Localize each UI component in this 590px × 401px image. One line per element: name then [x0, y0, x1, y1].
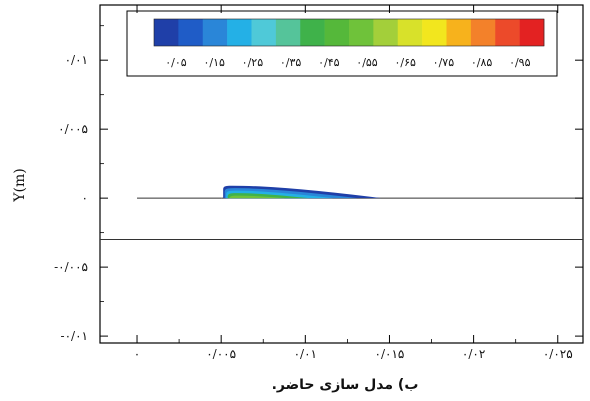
legend-label: ٠/٩۵ — [509, 56, 531, 69]
legend-label: ٠/۶۵ — [394, 56, 416, 69]
y-tick-label: -٠/٠١ — [61, 329, 88, 343]
legend-swatch — [495, 19, 520, 46]
x-tick-label: ٠ — [134, 347, 140, 361]
x-tick-label: ٠/٠١۵ — [375, 347, 405, 361]
legend-label: ٠/۴۵ — [318, 56, 340, 69]
plume-contour — [229, 195, 286, 199]
figure-caption: ب) مدل سازی حاضر. — [272, 377, 419, 393]
legend-swatch — [300, 19, 325, 46]
y-tick-label: ٠ — [82, 191, 88, 205]
plume — [223, 185, 382, 199]
x-tick-label: ٠/٠٢ — [462, 347, 485, 361]
legend: ٠/٠۵ ٠/١۵ ٠/٢۵ ٠/٣۵ ٠/۴۵ ٠/۵۵ ٠/۶۵ ٠/٧۵ ٠/٨۵ ٠/٩۵ — [126, 10, 558, 77]
legend-swatch — [227, 19, 252, 46]
y-tick-label: ٠/٠٠۵ — [58, 122, 88, 136]
legend-swatch — [519, 19, 545, 46]
legend-label: ٠/٣۵ — [280, 56, 302, 69]
y-ticks: -٠/٠١ -٠/٠٠۵ ٠ ٠/٠٠۵ ٠/٠١ — [54, 25, 583, 343]
legend-label: ٠/١۵ — [203, 56, 225, 69]
legend-swatch-border — [153, 18, 545, 47]
legend-swatch — [349, 19, 374, 46]
y-tick-label: -٠/٠٠۵ — [54, 260, 88, 274]
x-tick-label: ٠/٠٠۵ — [206, 347, 236, 361]
y-axis-label: Y(m) — [12, 168, 28, 202]
legend-swatch — [470, 19, 496, 46]
x-ticks: ٠ ٠/٠٠۵ ٠/٠١ ٠/٠١۵ ٠/٠٢ ٠/٠٢۵ — [134, 5, 573, 361]
x-tick-label: ٠/٠١ — [294, 347, 317, 361]
x-tick-label: ٠/٠٢۵ — [543, 347, 573, 361]
legend-swatch — [397, 19, 423, 46]
legend-label: ٠/۵۵ — [356, 56, 378, 69]
legend-swatch — [324, 19, 350, 46]
legend-swatches — [153, 18, 545, 47]
legend-swatch — [373, 19, 399, 46]
legend-swatch — [178, 19, 204, 46]
y-tick-label: ٠/٠١ — [65, 53, 88, 67]
legend-label: ٠/٢۵ — [242, 56, 264, 69]
legend-swatch — [202, 19, 228, 46]
legend-swatch — [154, 19, 179, 46]
legend-label: ٠/٠۵ — [165, 56, 187, 69]
legend-label: ٠/٨۵ — [471, 56, 493, 69]
legend-label: ٠/٧۵ — [433, 56, 455, 69]
legend-swatch — [422, 19, 447, 46]
legend-swatch — [446, 19, 472, 46]
legend-swatch — [275, 19, 301, 46]
legend-swatch — [251, 19, 277, 46]
legend-labels: ٠/٠۵ ٠/١۵ ٠/٢۵ ٠/٣۵ ٠/۴۵ ٠/۵۵ ٠/۶۵ ٠/٧۵ ٠/٨۵ ٠/٩۵ — [165, 56, 530, 69]
